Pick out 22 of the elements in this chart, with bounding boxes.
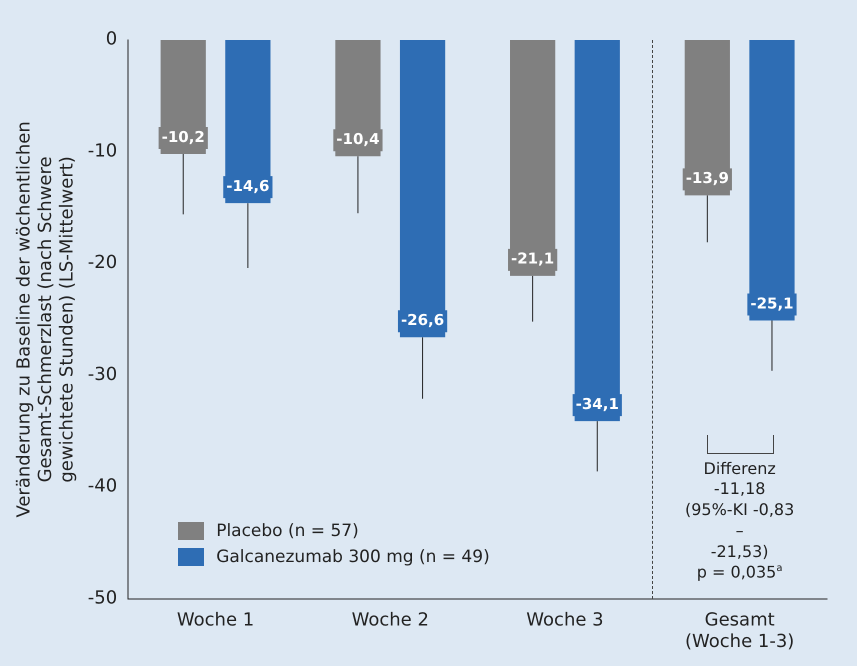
annotation: Differenz -11,18 (95%-KI -0,83 – -21,53) p = 0,035$^{a}$: [684, 458, 796, 584]
y-tick-label: -10: [88, 140, 118, 162]
y-axis-title: Veränderung zu Baseline der wöchentlichen Gesamt-Schmerzlast (nach Schwere gewichtete Stunden) (LS-Mittelwert): [13, 121, 78, 518]
x-tick-label: Woche 2: [352, 609, 429, 630]
y-tick-label: -50: [88, 587, 118, 608]
x-tick-label: Woche 3: [526, 609, 604, 630]
y-tick-label: -30: [88, 364, 118, 385]
y-tick-label: -40: [88, 476, 118, 497]
legend-label: Placebo (n = 57): [216, 520, 359, 541]
data-label: -34,1: [576, 394, 619, 413]
data-label: -25,1: [750, 294, 794, 312]
data-label: -26,6: [400, 311, 444, 330]
data-label: -10,4: [336, 130, 380, 148]
data-label: -14,6: [226, 177, 270, 196]
y-tick-label: 0: [106, 28, 118, 50]
legend-label: Galcanezumab 300 mg (n = 49): [216, 546, 490, 567]
data-label: -21,1: [511, 250, 554, 268]
data-label: -10,2: [162, 128, 205, 146]
y-tick-label: -20: [88, 252, 118, 274]
x-tick-label: Woche 1: [176, 609, 254, 630]
data-label: -13,9: [686, 169, 729, 188]
x-tick-label: Gesamt (Woche 1-3): [684, 609, 794, 652]
